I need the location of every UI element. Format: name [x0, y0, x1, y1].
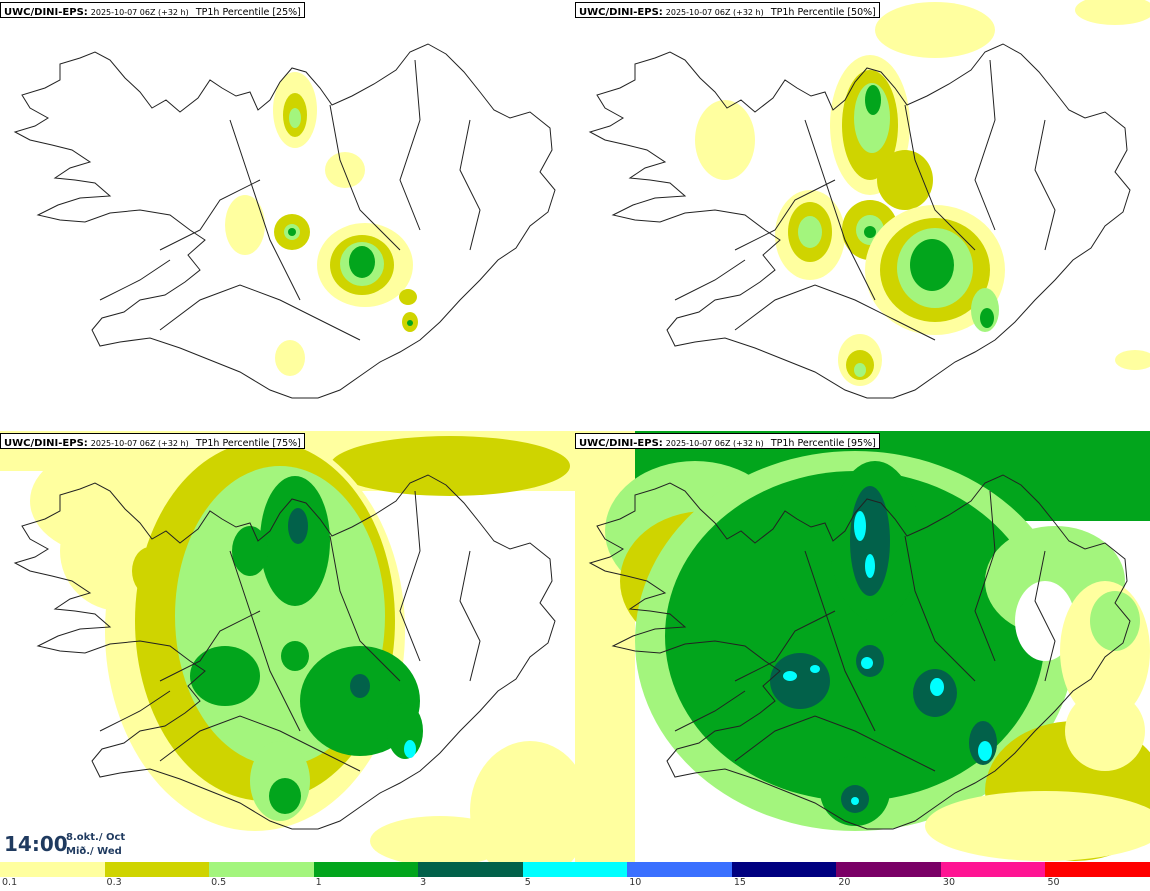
- iceland-coastline-p95: [588, 474, 1131, 830]
- panel-title-p75: UWC/DINI-EPS: 2025-10-07 06Z (+32 h) TP1h…: [0, 433, 305, 449]
- colorbar-tick-label: 30: [942, 877, 955, 888]
- panel-title-p95: UWC/DINI-EPS: 2025-10-07 06Z (+32 h) TP1h…: [575, 433, 880, 449]
- precip-map-p50: [588, 0, 1150, 399]
- valid-time-box: 14:00 8.okt./ Oct Mið./ Wed: [0, 829, 130, 861]
- colorbar-tick-label: 0.1: [2, 877, 18, 888]
- colorbar-segment: [836, 862, 941, 877]
- colorbar-segment: [627, 862, 732, 877]
- colorbar-segment: [313, 862, 419, 877]
- colorbar-tick-labels: 0.1 0.3 0.5 1 3 5 10 15 20 30 50: [0, 877, 1150, 891]
- colorbar-tick-label: 5: [524, 877, 531, 888]
- panel-title-p50: UWC/DINI-EPS: 2025-10-07 06Z (+32 h) TP1h…: [575, 2, 880, 18]
- colorbar-tick-label: 20: [838, 877, 851, 888]
- colorbar-segment: [522, 862, 628, 877]
- colorbar-tick-label: 50: [1047, 877, 1060, 888]
- precip-colorbar: [0, 862, 1150, 877]
- iceland-coastline-p25: [13, 43, 556, 399]
- colorbar-tick-label: 1: [315, 877, 322, 888]
- colorbar-segment: [731, 862, 837, 877]
- iceland-coastline-p50: [588, 43, 1131, 399]
- valid-time: 14:00: [4, 832, 68, 856]
- precip-map-p95: [575, 431, 1150, 862]
- precip-map-p25: [13, 43, 556, 399]
- valid-weekday: Mið./ Wed: [66, 846, 122, 857]
- map-panel-p25: UWC/DINI-EPS: 2025-10-07 06Z (+32 h) TP1h…: [0, 0, 575, 431]
- precip-field-p50: [695, 0, 1150, 386]
- colorbar-tick-label: 10: [629, 877, 642, 888]
- map-panel-p75: UWC/DINI-EPS: 2025-10-07 06Z (+32 h) TP1h…: [0, 431, 575, 862]
- colorbar-segment: [940, 862, 1046, 877]
- colorbar-segment: [1045, 862, 1150, 877]
- precip-field-p75: [0, 431, 575, 862]
- colorbar-segment: [104, 862, 210, 877]
- colorbar-segment: [418, 862, 523, 877]
- colorbar-segment: [209, 862, 314, 877]
- iceland-coastline-p75: [13, 474, 556, 830]
- panel-title-p25: UWC/DINI-EPS: 2025-10-07 06Z (+32 h) TP1h…: [0, 2, 305, 18]
- colorbar-tick-label: 15: [733, 877, 746, 888]
- precip-map-p75: [0, 431, 575, 862]
- colorbar-segment: [0, 862, 105, 877]
- valid-date: 8.okt./ Oct: [66, 832, 126, 843]
- precip-field-p25: [225, 72, 418, 376]
- colorbar-tick-label: 0.3: [106, 877, 122, 888]
- map-panel-p95: UWC/DINI-EPS: 2025-10-07 06Z (+32 h) TP1h…: [575, 431, 1150, 862]
- precip-field-p95: [575, 431, 1150, 862]
- map-panel-p50: UWC/DINI-EPS: 2025-10-07 06Z (+32 h) TP1h…: [575, 0, 1150, 431]
- colorbar-tick-label: 3: [420, 877, 427, 888]
- colorbar-tick-label: 0.5: [211, 877, 227, 888]
